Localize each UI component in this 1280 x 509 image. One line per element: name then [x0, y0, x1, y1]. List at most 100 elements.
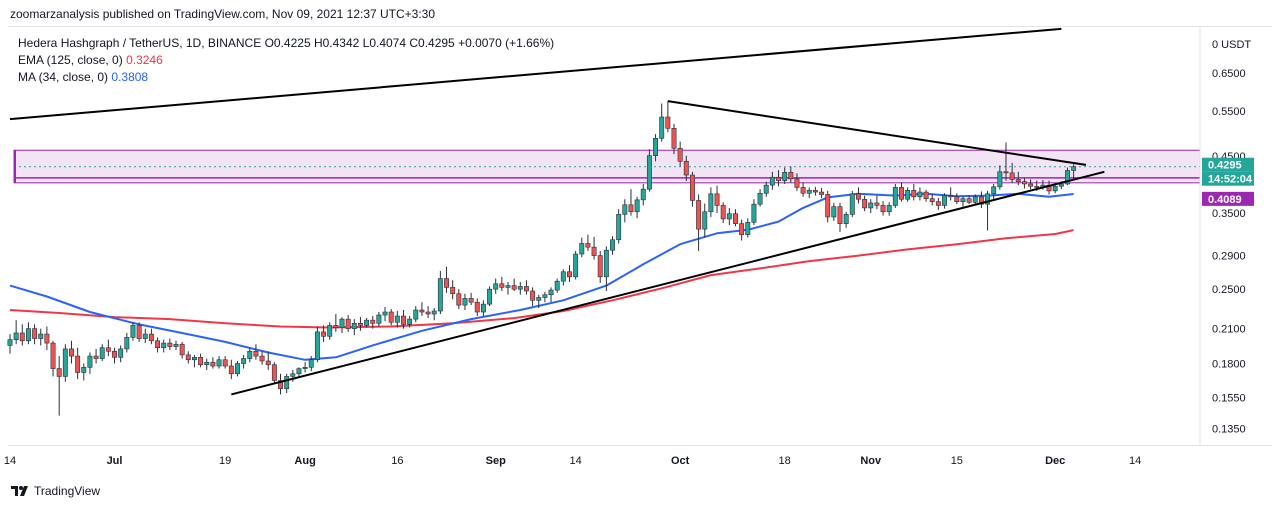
candle: [702, 203, 708, 238]
candle: [788, 166, 794, 183]
candle: [597, 250, 603, 283]
candle-body: [7, 339, 13, 346]
time-tick-label: 14: [570, 455, 582, 467]
time-tick-label: 14: [4, 455, 16, 467]
candle: [640, 183, 646, 206]
candle: [966, 195, 972, 205]
candle-body: [210, 361, 216, 367]
candle-body: [505, 285, 511, 288]
candle-body: [444, 278, 449, 288]
ma-line: [9, 192, 1074, 361]
candle: [185, 351, 191, 364]
candle: [388, 309, 394, 326]
candle-body: [216, 359, 222, 367]
candle: [25, 322, 31, 345]
candle: [646, 149, 652, 192]
candle: [610, 236, 615, 255]
candle-body: [69, 348, 74, 357]
symbol-title[interactable]: Hedera Hashgraph / TetherUS, 1D, BINANCE: [18, 36, 262, 50]
candle: [480, 300, 486, 317]
countdown-label: 14:52:04: [1208, 174, 1253, 186]
candle-body: [739, 223, 745, 236]
ema-line: [9, 229, 1074, 329]
candle: [382, 307, 388, 322]
candle-body: [247, 350, 253, 359]
candle: [548, 287, 554, 303]
candle: [44, 326, 50, 351]
candle-body: [462, 298, 468, 306]
candle: [148, 328, 154, 345]
candle: [616, 209, 622, 244]
candle: [112, 347, 117, 364]
candle: [437, 270, 443, 315]
candle-body: [271, 364, 277, 381]
candle-body: [751, 203, 757, 223]
candle: [1003, 142, 1009, 181]
legend-ema-row[interactable]: EMA (125, close, 0) 0.3246: [18, 52, 554, 69]
candle-body: [542, 294, 548, 298]
candle-body: [1021, 181, 1027, 185]
candle-body: [776, 176, 781, 181]
candle: [284, 373, 290, 393]
candle: [278, 373, 283, 395]
candle-body: [911, 190, 917, 198]
candle-body: [862, 198, 868, 209]
candle-body: [677, 147, 683, 162]
price-tick-label: 0.5500: [1212, 106, 1246, 118]
candle: [216, 356, 222, 369]
candle: [517, 282, 523, 295]
candle-body: [112, 350, 117, 358]
price-tick-label: 0.1800: [1212, 358, 1246, 370]
axis-currency-label: 0 USDT: [1212, 39, 1251, 51]
candle-body: [394, 315, 400, 323]
candle-body: [161, 342, 167, 349]
candle-body: [997, 171, 1003, 188]
candle-body: [714, 193, 720, 206]
candle: [997, 165, 1003, 190]
candle: [345, 315, 351, 332]
candle-body: [689, 174, 695, 201]
candle-body: [118, 348, 124, 358]
candle: [235, 360, 240, 377]
time-tick-label: Sep: [486, 455, 506, 467]
candle-body: [634, 199, 640, 213]
candle-body: [474, 301, 480, 313]
candle-body: [204, 361, 210, 366]
candle: [327, 322, 333, 340]
candle-body: [468, 298, 474, 303]
candle-body: [191, 356, 197, 361]
ohlc-values: O0.4225 H0.4342 L0.4074 C0.4295 +0.0070 …: [264, 36, 555, 50]
candle: [542, 291, 548, 303]
candle-body: [1046, 184, 1052, 192]
candle-body: [733, 213, 738, 224]
zone-handle: [14, 150, 16, 183]
candle-body: [278, 380, 283, 390]
footer-brand[interactable]: TradingView: [10, 484, 100, 498]
candle: [769, 171, 775, 190]
candle-body: [763, 184, 769, 194]
candle: [191, 354, 197, 368]
candle: [431, 308, 437, 321]
candle: [456, 289, 462, 310]
candle-body: [419, 309, 425, 313]
candle-body: [579, 243, 585, 255]
candle: [819, 187, 825, 199]
candle-body: [142, 333, 148, 339]
candle: [665, 101, 671, 133]
candle: [917, 187, 923, 201]
candle-body: [333, 325, 339, 328]
candle-body: [665, 116, 671, 129]
candle: [1009, 162, 1015, 183]
candle-body: [50, 342, 56, 369]
candle-body: [1040, 184, 1046, 188]
candle: [579, 237, 585, 258]
candle: [370, 316, 376, 329]
candle-body: [167, 342, 173, 347]
candle-body: [757, 192, 763, 205]
legend-ma-row[interactable]: MA (34, close, 0) 0.3808: [18, 69, 554, 86]
candle-body: [179, 343, 185, 356]
candle-body: [819, 191, 825, 195]
candle: [739, 219, 745, 241]
candle: [720, 202, 726, 223]
candle: [69, 340, 74, 364]
